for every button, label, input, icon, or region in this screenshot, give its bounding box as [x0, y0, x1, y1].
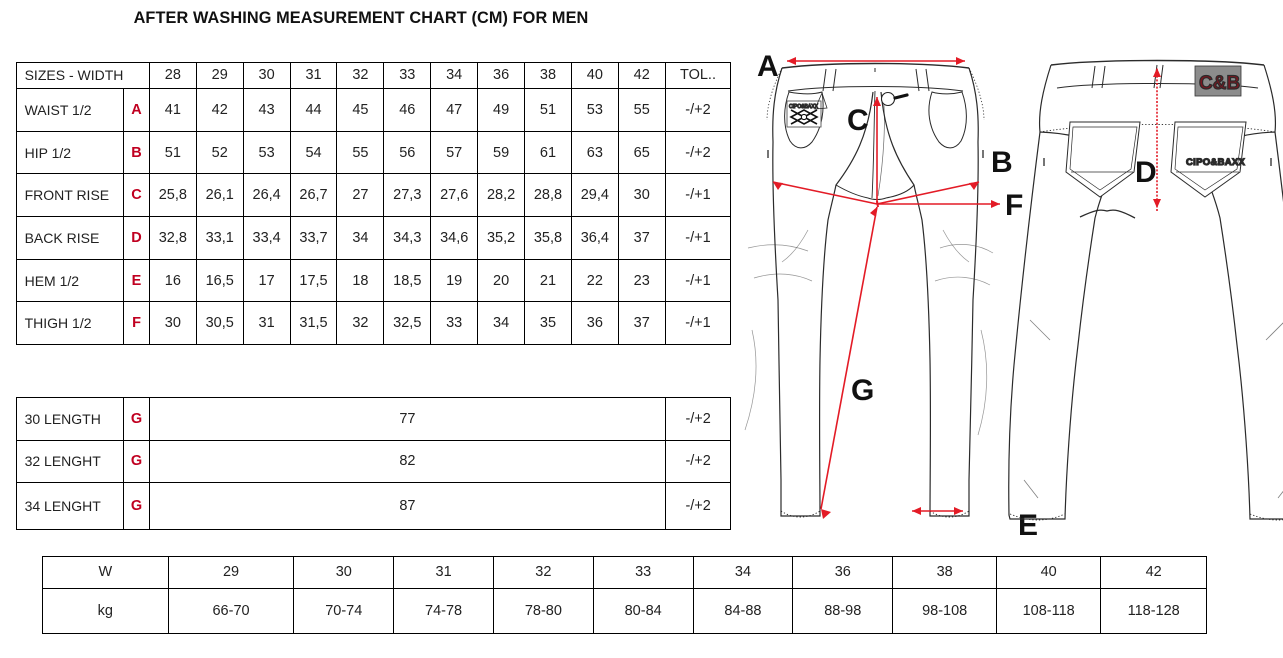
svg-text:G: G	[851, 374, 874, 407]
svg-text:CIPO&BAXX: CIPO&BAXX	[1186, 157, 1246, 168]
svg-text:B: B	[991, 146, 1013, 179]
svg-text:A: A	[757, 50, 779, 83]
svg-text:F: F	[1005, 189, 1023, 222]
svg-text:E: E	[1018, 509, 1038, 542]
svg-text:C&B: C&B	[1199, 73, 1240, 94]
svg-text:C: C	[847, 104, 869, 137]
svg-text:CIPO&BAXX: CIPO&BAXX	[789, 104, 819, 110]
svg-text:D: D	[1135, 156, 1157, 189]
